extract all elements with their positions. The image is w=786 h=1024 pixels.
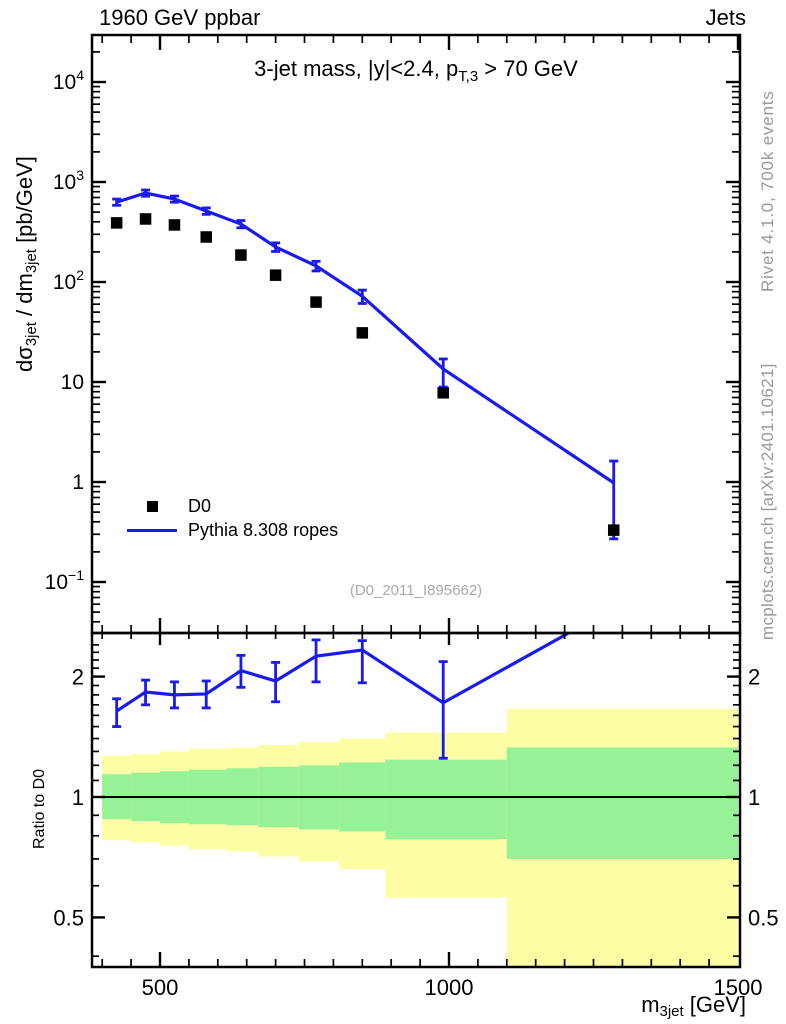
axis-titles: dσ3jet​ / dm3jet​ [pb/GeV] Ratio to D0 m3j… (12, 156, 746, 1020)
axis-tick-label: 102 (53, 267, 84, 294)
x-axis-title: m3jet​ [GeV] (641, 992, 746, 1020)
analysis-id-watermark: (D0_2011_I895662) (349, 582, 483, 599)
axis-tick-label: 2 (748, 665, 760, 690)
axis-tick-label: 2 (72, 665, 84, 690)
axis-tick-label: 1 (72, 471, 84, 494)
beam-energy-label: 1960 GeV ppbar (99, 5, 261, 30)
pythia-line-marker-icon (127, 528, 177, 532)
legend-label-pythia: Pythia 8.308 ropes (188, 519, 339, 540)
axis-tick-label: 104 (53, 67, 84, 94)
axis-tick-label: 0.5 (748, 905, 779, 930)
axis-tick-label: 500 (142, 975, 179, 1000)
ratio-mc-line (115, 633, 572, 713)
axis-tick-label: 10 (61, 371, 84, 394)
mcplots-reference-note: mcplots.cern.ch [arXiv:2401.10621] (758, 363, 777, 640)
axis-tick-label: 1 (748, 785, 760, 810)
mc-error-bars (112, 188, 619, 541)
analysis-category-label: Jets (705, 5, 746, 30)
axis-tick-label: 0.5 (53, 905, 84, 930)
d0-square-marker-icon (146, 500, 158, 512)
legend-item-pythia: Pythia 8.308 ropes (126, 518, 338, 542)
legend: D0 Pythia 8.308 ropes (126, 494, 338, 542)
plot-title: 3-jet mass, |y|<2.4, pT,3 > 70 GeV (254, 56, 578, 86)
legend-label-d0: D0 (188, 495, 212, 516)
axis-tick-label: 103 (53, 167, 84, 194)
rivet-version-note: Rivet 4.1.0, 700k events (758, 90, 777, 292)
axis-tick-label: 1 (72, 785, 84, 810)
axis-ticks (92, 35, 740, 967)
mc-line (116, 191, 615, 485)
legend-item-d0: D0 (126, 494, 338, 518)
side-notes: Rivet 4.1.0, 700k events mcplots.cern.ch … (758, 90, 777, 640)
d0-data-markers (110, 213, 620, 536)
main-y-axis-title: dσ3jet​ / dm3jet​ [pb/GeV] (12, 156, 40, 372)
axis-tick-label: 1500 (714, 975, 763, 1000)
axis-tick-label: 1000 (425, 975, 474, 1000)
axis-tick-label: 10−1 (45, 567, 85, 594)
ratio-y-axis-title: Ratio to D0 (31, 769, 48, 849)
